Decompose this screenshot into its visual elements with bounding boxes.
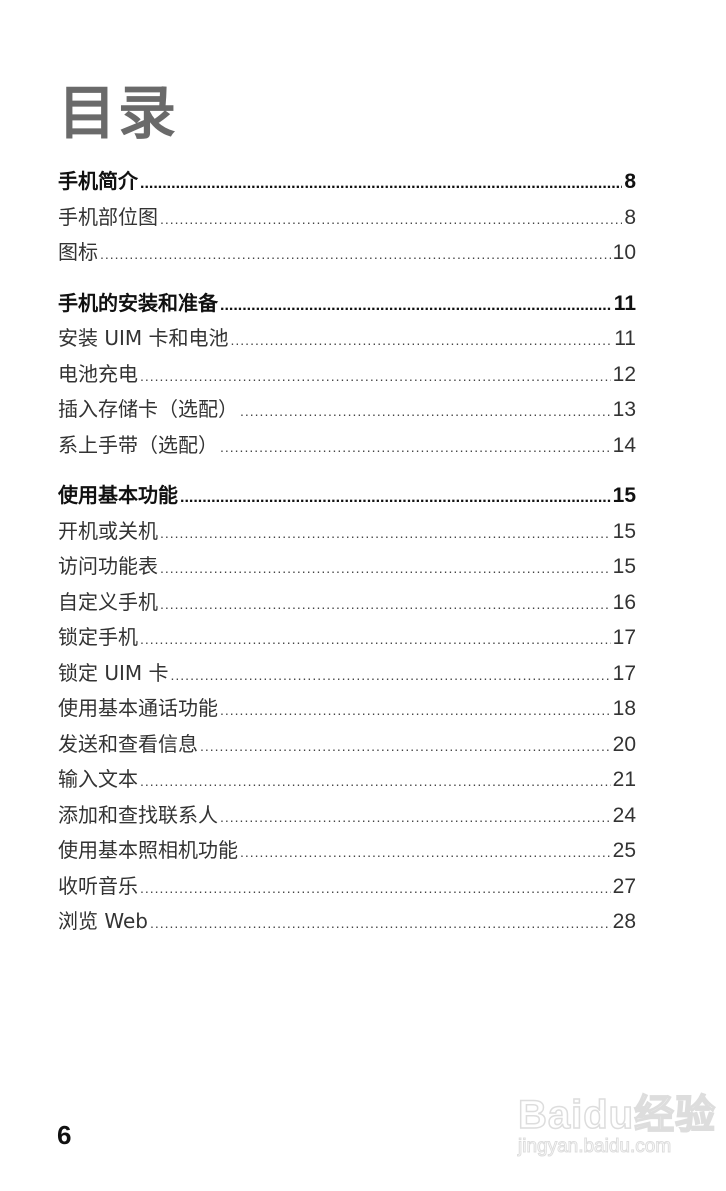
toc-entry[interactable]: 发送和查看信息 20	[58, 727, 636, 763]
toc-entry-page: 11	[613, 291, 636, 315]
toc-entry-page: 13	[612, 398, 636, 421]
toc-entry-label: 输入文本	[58, 767, 138, 791]
dot-leader	[160, 202, 622, 238]
toc-entry-label: 安装 UIM 卡和电池	[58, 326, 229, 350]
toc-entry[interactable]: 锁定 UIM 卡 17	[58, 656, 636, 692]
toc-entry[interactable]: 手机部位图 8	[58, 200, 636, 236]
dot-leader	[240, 394, 611, 430]
toc-entry-label: 使用基本通话功能	[58, 696, 218, 720]
dot-leader	[231, 323, 613, 359]
toc-entry-page: 15	[612, 555, 636, 578]
toc-entry-page: 20	[612, 732, 636, 756]
toc-section: 使用基本功能15开机或关机15访问功能表15自定义手机16锁定手机17锁定 UI…	[58, 478, 636, 940]
toc-entry-page: 17	[612, 626, 636, 649]
toc-entry-page: 17	[612, 661, 636, 685]
toc-entry-page: 15	[612, 519, 636, 543]
toc-entry-label: 添加和查找联系人	[58, 802, 218, 827]
toc-entry[interactable]: 插入存储卡（选配） 13	[58, 392, 636, 428]
toc-entry[interactable]: 电池充电 12	[58, 357, 636, 393]
dot-leader	[140, 622, 611, 658]
dot-leader	[160, 551, 611, 587]
toc-entry[interactable]: 访问功能表 15	[58, 549, 636, 585]
toc-entry-label: 图标	[58, 240, 98, 264]
dot-leader	[200, 729, 611, 765]
toc-entry-page: 21	[612, 768, 636, 791]
toc-entry-page: 11	[614, 327, 636, 350]
dot-leader	[180, 480, 611, 516]
toc-entry[interactable]: 系上手带（选配） 14	[58, 428, 636, 464]
dot-leader	[140, 764, 611, 800]
toc-entry[interactable]: 收听音乐 27	[58, 869, 636, 905]
toc-entry[interactable]: 自定义手机 16	[58, 585, 636, 621]
dot-leader	[171, 658, 611, 694]
toc-section-heading[interactable]: 使用基本功能 15	[58, 478, 636, 514]
toc-entry[interactable]: 添加和查找联系人 24	[58, 798, 636, 834]
toc-entry-page: 18	[612, 697, 636, 720]
dot-leader	[140, 166, 622, 202]
toc-entry-label: 发送和查看信息	[58, 731, 198, 756]
toc-entry[interactable]: 安装 UIM 卡和电池 11	[58, 321, 636, 357]
toc-entry[interactable]: 使用基本通话功能 18	[58, 691, 636, 727]
toc-entry-label: 锁定手机	[58, 625, 138, 649]
dot-leader	[220, 800, 611, 836]
watermark-url: jingyan.baidu.com	[517, 1136, 672, 1158]
toc-entry-label: 开机或关机	[58, 518, 158, 543]
toc-entry-page: 24	[612, 803, 636, 827]
toc-entry-label: 使用基本功能	[58, 483, 178, 507]
toc-entry-label: 锁定 UIM 卡	[58, 660, 169, 685]
toc-entry-label: 手机的安装和准备	[58, 290, 218, 315]
toc-section: 手机简介 8 手机部位图 8 图标 10	[58, 164, 636, 271]
toc-entry-label: 访问功能表	[58, 554, 158, 578]
toc-entry-page: 25	[612, 839, 636, 862]
table-of-contents: 手机简介 8 手机部位图 8 图标 10 手机的安装和准备 11 安装 UIM 卡和电池 11 电池…	[58, 164, 636, 955]
toc-entry-page: 10	[612, 241, 636, 264]
toc-entry-page: 8	[624, 170, 636, 193]
dot-leader	[160, 516, 611, 552]
dot-leader	[220, 430, 611, 466]
toc-entry-page: 28	[612, 910, 636, 933]
toc-entry-label: 手机部位图	[58, 204, 158, 229]
toc-entry[interactable]: 输入文本 21	[58, 762, 636, 798]
toc-entry-page: 16	[612, 590, 636, 614]
dot-leader	[240, 835, 611, 871]
toc-entry-label: 收听音乐	[58, 873, 138, 898]
toc-entry-label: 使用基本照相机功能	[58, 838, 238, 862]
dot-leader	[160, 587, 611, 623]
toc-entry[interactable]: 图标 10	[58, 235, 636, 271]
dot-leader	[220, 288, 612, 324]
toc-entry-label: 插入存储卡（选配）	[58, 397, 238, 421]
toc-entry-label: 系上手带（选配）	[58, 432, 218, 457]
baidu-watermark: Baidu经验 jingyan.baidu.com	[517, 1082, 717, 1158]
toc-entry-page: 8	[624, 205, 636, 229]
toc-section: 手机的安装和准备 11 安装 UIM 卡和电池 11 电池充电 12 插入存储卡（选配） 13…	[58, 286, 636, 464]
page-title: 目录	[58, 79, 179, 147]
toc-entry[interactable]: 开机或关机 15	[58, 514, 636, 550]
dot-leader	[150, 906, 611, 942]
toc-entry[interactable]: 使用基本照相机功能 25	[58, 833, 636, 869]
toc-entry-page: 14	[612, 433, 636, 457]
toc-entry-page: 27	[612, 874, 636, 898]
toc-entry-page: 15	[612, 484, 636, 507]
dot-leader	[140, 871, 611, 907]
watermark-brand: Baidu经验	[517, 1092, 717, 1138]
toc-entry-label: 电池充电	[58, 361, 138, 386]
toc-entry-label: 手机简介	[58, 169, 138, 193]
toc-entry[interactable]: 浏览 Web 28	[58, 904, 636, 940]
toc-section-heading[interactable]: 手机的安装和准备 11	[58, 286, 636, 322]
toc-entry-page: 12	[612, 362, 636, 386]
dot-leader	[220, 693, 611, 729]
toc-entry-label: 浏览 Web	[58, 909, 148, 933]
toc-entry[interactable]: 锁定手机 17	[58, 620, 636, 656]
toc-section-heading[interactable]: 手机简介 8	[58, 164, 636, 200]
dot-leader	[100, 237, 611, 273]
toc-entry-label: 自定义手机	[58, 589, 158, 614]
dot-leader	[140, 359, 611, 395]
page-number: 6	[57, 1120, 72, 1150]
